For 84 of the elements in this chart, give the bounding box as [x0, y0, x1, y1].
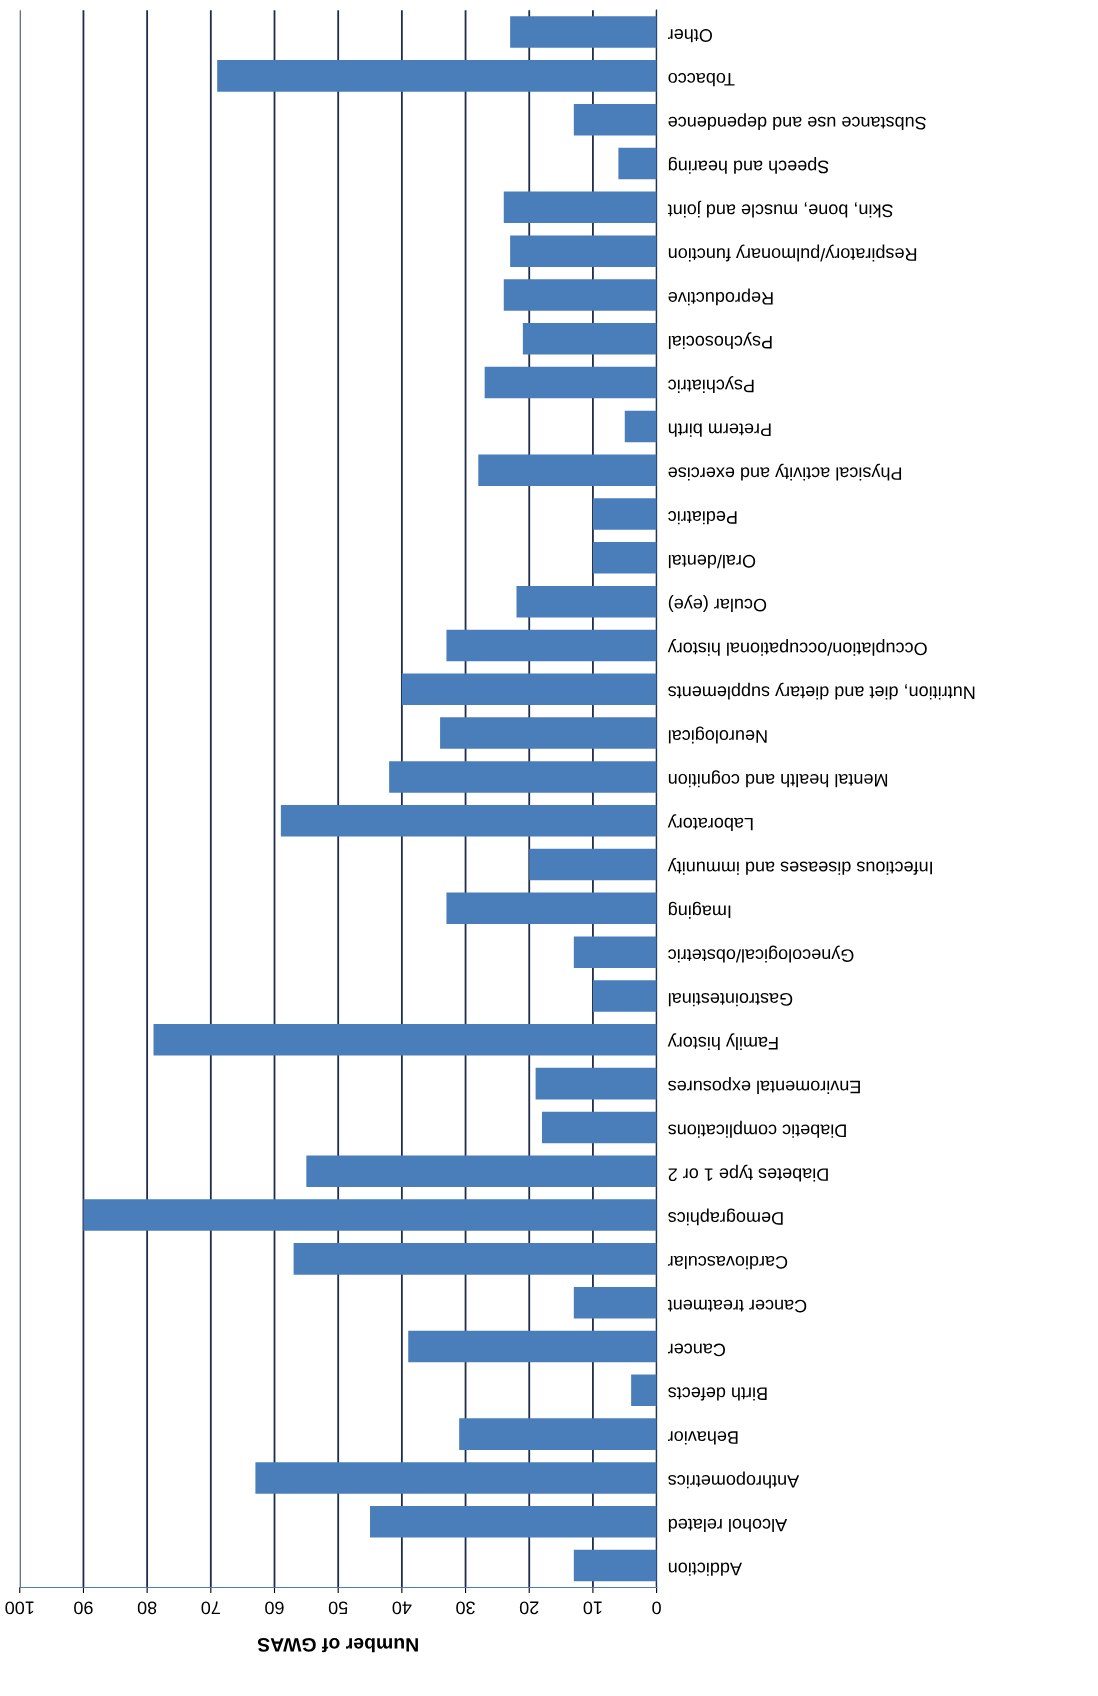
bar [573, 103, 657, 136]
y-tick-label: Diabetic complications [668, 1120, 846, 1138]
bar [484, 366, 657, 399]
bar [631, 1374, 657, 1407]
x-tick-label: 40 [392, 1601, 412, 1615]
bar [459, 1418, 657, 1450]
bar [516, 585, 657, 618]
y-tick-label: Imaging [668, 901, 731, 919]
bar [446, 629, 657, 662]
x-tick-label: 10 [583, 1601, 602, 1615]
bar [503, 279, 657, 311]
y-tick-label: Reproductive [668, 288, 773, 306]
bar [535, 1067, 657, 1100]
y-tick-label: Preterm birth [668, 423, 771, 437]
x-tick-label: 80 [137, 1601, 157, 1615]
bar [293, 1243, 657, 1275]
y-tick-label: Speech and hearing [668, 156, 829, 174]
bar [255, 1462, 657, 1494]
x-tick-label: 30 [456, 1601, 475, 1615]
bar [573, 936, 657, 968]
x-tick-label: 70 [201, 1601, 220, 1615]
y-tick-label: Gynecological/obstetric [668, 945, 854, 963]
bar [573, 1549, 657, 1582]
x-tick-label: 90 [74, 1601, 93, 1615]
bar [440, 717, 657, 749]
bar [592, 542, 657, 574]
x-tick-label: 20 [519, 1601, 539, 1615]
y-tick-label: Cardiovascular [668, 1255, 788, 1270]
x-tick-label: 0 [652, 1601, 661, 1615]
y-tick-label: Birth defects [668, 1387, 767, 1401]
y-tick-label: Substance use and dependence [668, 113, 926, 130]
bar [510, 235, 657, 267]
x-tick-label: 100 [5, 1601, 34, 1615]
y-tick-label: Family history [667, 1033, 778, 1051]
bar [510, 16, 657, 48]
bar [408, 1330, 657, 1363]
bar [624, 410, 657, 443]
bar [83, 1199, 657, 1231]
bar [618, 147, 657, 180]
bar [573, 1286, 657, 1319]
x-axis-title: Number of GWAS [257, 1637, 418, 1653]
bar [153, 1024, 657, 1056]
y-tick-label: Gastrointestinal [668, 993, 793, 1007]
y-tick-label: Nutrition, diet and dietary supplements [668, 682, 975, 700]
y-tick-label: Behavior [668, 1431, 738, 1445]
y-tick-label: Alcohol related [668, 1518, 788, 1533]
bar [306, 1155, 657, 1187]
y-tick-label: Ocular (eye) [668, 595, 767, 612]
y-tick-label: Physical activity and exercise [668, 463, 902, 481]
bar [529, 848, 657, 881]
y-tick-label: Cancer [668, 1343, 725, 1357]
bar [389, 761, 657, 793]
bar [503, 191, 657, 224]
bar [370, 1505, 657, 1538]
y-tick-label: Oral/dental [668, 554, 756, 569]
x-tick-label: 50 [328, 1601, 348, 1615]
y-tick-label: Demographics [668, 1208, 783, 1226]
y-tick-label: Cancer treatment [667, 1299, 807, 1313]
y-tick-label: Neurological [668, 726, 767, 744]
y-tick-label: Psychosocial [668, 332, 772, 350]
bar [217, 60, 657, 92]
bar [478, 454, 657, 486]
y-tick-label: Addiction [668, 1562, 742, 1576]
y-tick-label: Tobacco [668, 72, 735, 87]
y-tick-label: Skin, bone, muscle and joint [667, 200, 893, 218]
bar [522, 323, 657, 355]
x-tick-label: 60 [265, 1601, 284, 1615]
bar [541, 1111, 657, 1144]
y-tick-label: Enviromental exposures [668, 1077, 860, 1094]
y-tick-label: Psychiatric [668, 376, 754, 393]
y-tick-label: Pediatric [668, 511, 737, 525]
y-tick-label: Occuplation/occupational history [667, 638, 927, 656]
bar [446, 892, 657, 925]
y-tick-label: Laboratory [667, 814, 753, 832]
y-tick-label: Diabetes type 1 or 2 [668, 1164, 828, 1182]
y-tick-label: Mental health and cognition [668, 770, 888, 788]
bar [592, 498, 657, 530]
y-tick-label: Respiratory/pulmonary function [668, 244, 917, 262]
bar [592, 980, 657, 1012]
bar [280, 804, 657, 837]
y-tick-label: Infectious diseases and immunity [667, 857, 932, 875]
y-tick-label: Anthropometrics [668, 1471, 800, 1489]
bar [401, 673, 657, 706]
y-tick-label: Other [668, 29, 713, 43]
